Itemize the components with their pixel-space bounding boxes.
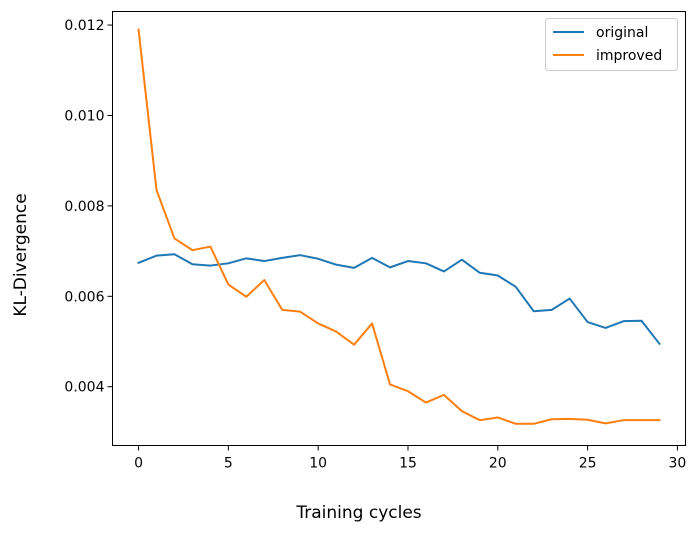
- x-tick-label: 5: [224, 456, 233, 472]
- y-axis-ticks: 0.004 0.006 0.008 0.010 0.012: [64, 18, 113, 396]
- y-tick-label: 0.008: [64, 199, 104, 215]
- plot-frame: [112, 11, 686, 446]
- series-line-improved: [137, 28, 661, 425]
- x-axis-ticks: 0 5 10 15 20 25 30: [134, 445, 687, 472]
- series-line-original: [137, 253, 661, 346]
- x-tick-label: 15: [399, 456, 417, 472]
- legend: original improved: [545, 18, 678, 71]
- x-tick-label: 10: [309, 456, 327, 472]
- x-axis-label: Training cycles: [295, 503, 421, 523]
- x-tick-label: 20: [489, 456, 507, 472]
- y-tick-label: 0.012: [64, 18, 104, 34]
- y-tick-label: 0.006: [64, 289, 104, 305]
- x-tick-label: 0: [134, 456, 143, 472]
- x-tick-label: 30: [669, 456, 687, 472]
- x-tick-label: 25: [579, 456, 597, 472]
- y-tick-label: 0.004: [64, 380, 104, 396]
- y-tick-label: 0.010: [64, 108, 104, 124]
- legend-label-improved: improved: [596, 48, 662, 64]
- series-lines: [137, 28, 661, 425]
- legend-label-original: original: [596, 25, 648, 41]
- y-axis-label: KL-Divergence: [11, 193, 31, 316]
